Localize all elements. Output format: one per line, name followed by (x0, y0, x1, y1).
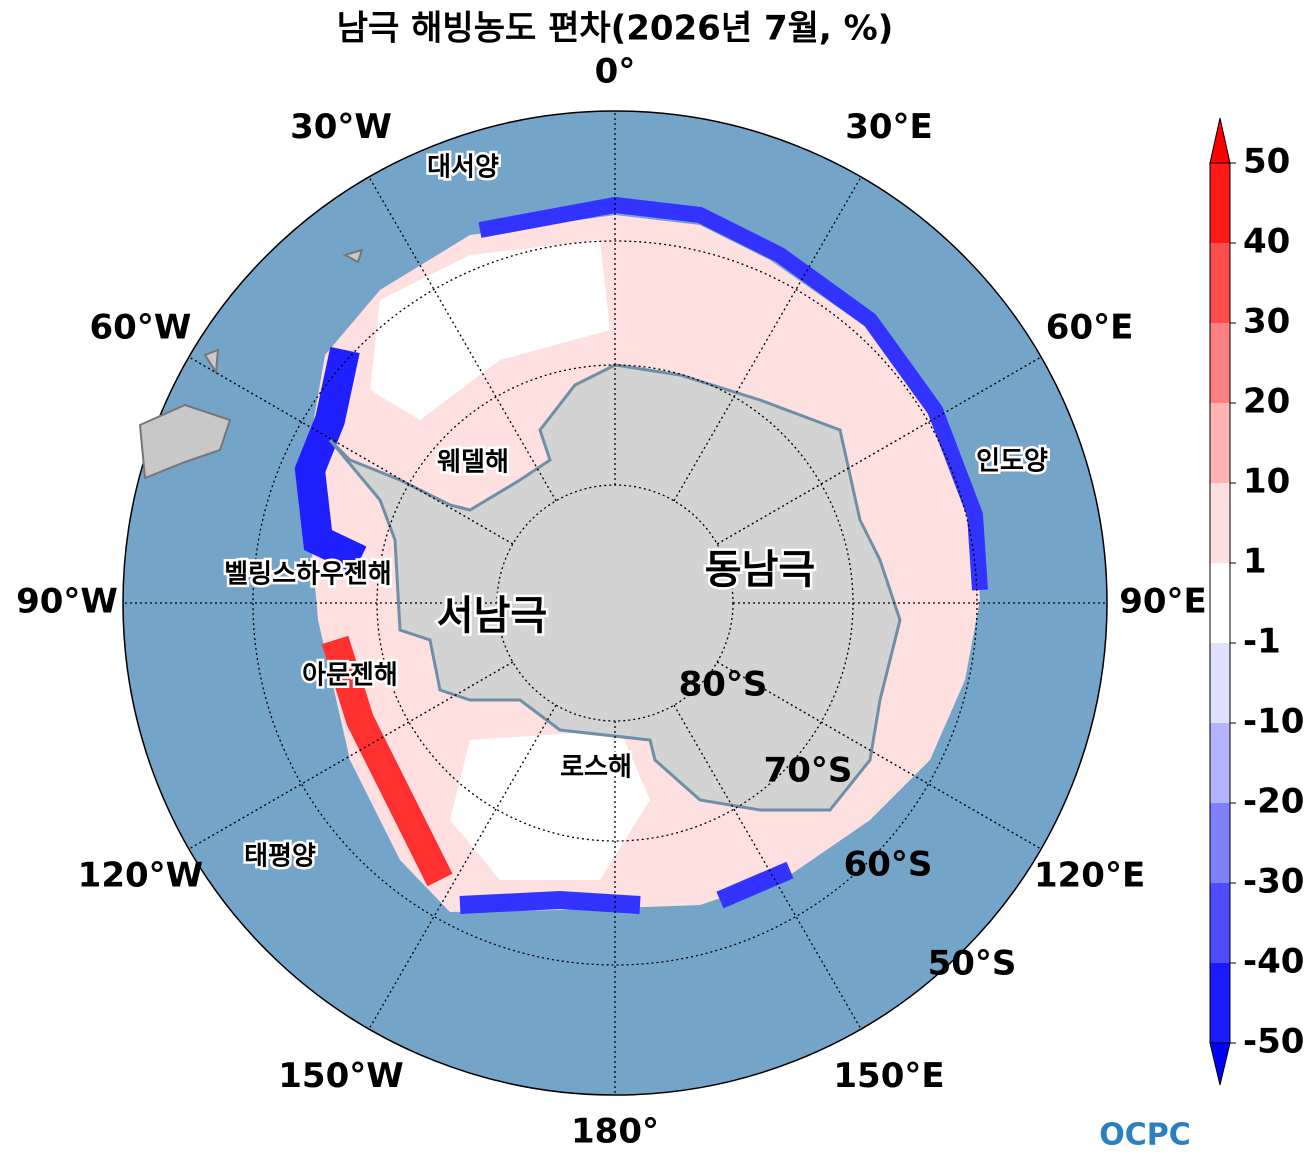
meridian (673, 176, 862, 502)
latitude-label: 70°S (764, 751, 853, 791)
graticule (123, 111, 1107, 1095)
longitude-label: 180° (571, 1112, 659, 1152)
colorbar-tick-label: 1 (1243, 542, 1267, 582)
longitude-label: 60°W (90, 308, 192, 348)
colorbar-extend (1209, 117, 1231, 164)
latitude-label: 80°S (679, 665, 768, 705)
longitude-label: 30°W (290, 107, 392, 147)
colorbar-band (1210, 803, 1230, 883)
colorbar-tick-label: -30 (1243, 862, 1304, 902)
colorbar-tick-label: -50 (1243, 1022, 1304, 1062)
longitude-label: 120°W (78, 856, 203, 896)
meridian (673, 704, 862, 1030)
meridian (716, 356, 1042, 545)
colorbar-band (1210, 323, 1230, 403)
antarctica (328, 363, 902, 812)
region-label: 동남극 (705, 547, 815, 593)
meridian (188, 356, 514, 545)
sea-ice-positive (321, 635, 453, 887)
longitude-label: 150°W (278, 1056, 403, 1096)
sea-ice-neutral (370, 240, 650, 880)
meridian (368, 704, 557, 1030)
sea-ice-negative (459, 861, 794, 914)
latitude-label: 60°S (844, 845, 933, 885)
longitude-label: 150°E (833, 1056, 944, 1096)
colorbar-tick-label: -10 (1243, 702, 1304, 742)
longitude-label: 120°E (1034, 856, 1145, 896)
longitude-labels: 0° 30°E 60°E 90°E 120°E 150°E 180° 150°W 120°W 90… (16, 52, 1207, 1152)
colorbar-band (1210, 723, 1230, 803)
logo: OCPC (1099, 1118, 1191, 1153)
colorbar-band (1210, 643, 1230, 723)
region-label: 인도양 (976, 447, 1048, 477)
longitude-label: 30°E (845, 107, 933, 147)
title: 남극 해빙농도 편차(2026년 7월, %) (337, 9, 894, 49)
south-america (138, 248, 364, 480)
colorbar-tick-label: -1 (1243, 622, 1281, 662)
colorbar-band (1210, 483, 1230, 563)
region-label: 웨델해 (437, 448, 509, 478)
colorbar-tick-label: 40 (1243, 222, 1290, 262)
sea-ice-negative (478, 197, 988, 591)
meridian (716, 661, 1042, 850)
region-label: 대서양 (427, 153, 499, 183)
colorbar-extend (1209, 1042, 1231, 1086)
meridian (368, 176, 557, 502)
colorbar-tick-label: 10 (1243, 462, 1290, 502)
region-label: 아문젠해 (302, 661, 398, 691)
colorbar-band (1210, 243, 1230, 323)
colorbar-tick-label: 30 (1243, 302, 1290, 342)
longitude-label: 90°E (1119, 582, 1207, 622)
colorbar: 50 40 30 20 10 1 -1 -10 -20 -30 -40 -50 (1209, 117, 1304, 1086)
colorbar-band (1210, 963, 1230, 1043)
region-label: 로스해 (560, 753, 632, 783)
sea-ice-negative (294, 346, 367, 574)
colorbar-tick-label: -20 (1243, 782, 1304, 822)
latitude-circle (252, 240, 978, 966)
colorbar-band (1210, 163, 1230, 243)
colorbar-tick-label: 20 (1243, 382, 1290, 422)
longitude-label: 60°E (1046, 308, 1134, 348)
region-label: 벨링스하우젠해 (224, 560, 391, 590)
colorbar-tick-label: 50 (1243, 142, 1290, 182)
longitude-label: 90°W (16, 582, 118, 622)
meridian (188, 661, 514, 850)
region-label: 서남극 (437, 593, 547, 639)
colorbar-band (1210, 883, 1230, 963)
colorbar-band (1210, 403, 1230, 483)
colorbar-frame (1209, 162, 1231, 1044)
colorbar-band (1210, 563, 1230, 643)
colorbar-tick-label: -40 (1243, 942, 1304, 982)
longitude-label: 0° (595, 52, 636, 92)
region-label: 태평양 (244, 842, 316, 872)
latitude-label: 50°S (928, 944, 1017, 984)
